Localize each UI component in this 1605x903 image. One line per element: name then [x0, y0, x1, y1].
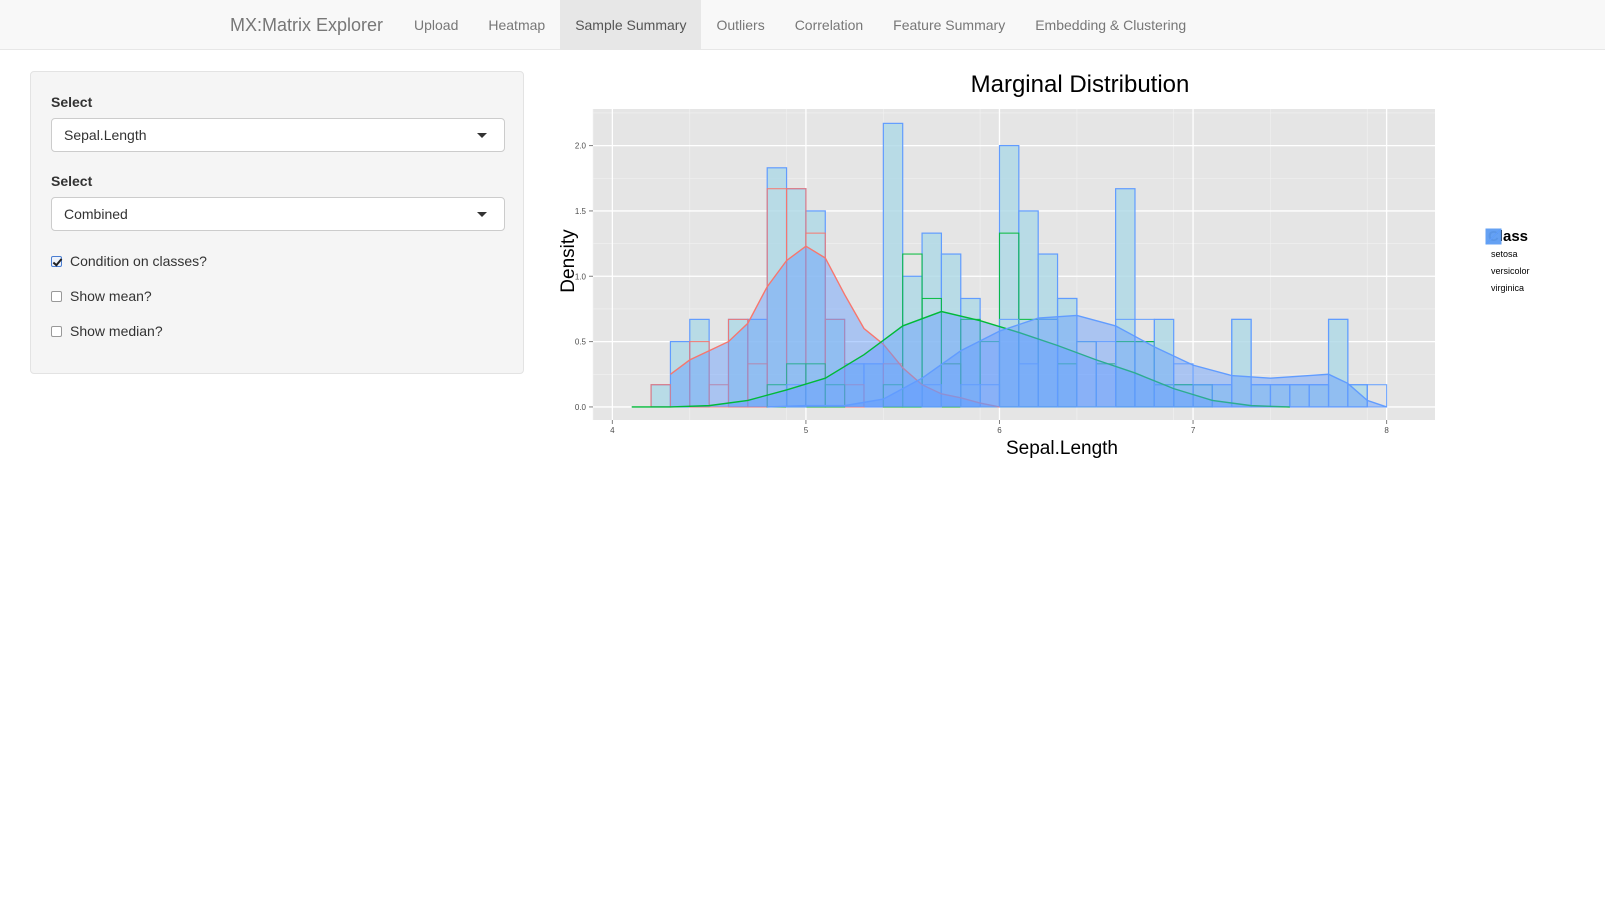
- tab-correlation[interactable]: Correlation: [794, 17, 864, 33]
- mode-select[interactable]: Combined: [51, 197, 505, 231]
- tab-heatmap[interactable]: Heatmap: [488, 17, 546, 33]
- class-histogram-bar-virginica: [1134, 318, 1155, 408]
- show-mean-checkbox[interactable]: Show mean?: [51, 287, 152, 305]
- class-histogram-bar-virginica: [921, 384, 942, 408]
- histogram-bar: [650, 384, 672, 408]
- class-histogram-bar-virginica: [786, 384, 807, 408]
- x-tick-label: 6: [997, 426, 1002, 435]
- tab-sample-summary[interactable]: Sample Summary: [560, 0, 702, 50]
- tab-embedding-clustering[interactable]: Embedding & Clustering: [1035, 17, 1187, 33]
- class-histogram-bar-versicolor: [824, 384, 846, 408]
- y-axis-label: Density: [558, 229, 579, 293]
- marginal-distribution-plot: Marginal Distribution 4 5 6 7 8 0.0 0.5 1.0 1.5 2…: [540, 60, 1565, 480]
- mode-select-label: Select: [51, 173, 93, 189]
- legend-item-virginica: virginica: [1485, 228, 1565, 296]
- app-brand[interactable]: MX:Matrix Explorer: [230, 15, 384, 35]
- legend-label-versicolor: versicolor: [1491, 265, 1530, 276]
- legend-label-setosa: setosa: [1491, 248, 1518, 259]
- navbar: MX:Matrix Explorer Upload Heatmap Sample…: [0, 0, 1605, 50]
- sidebar-panel: Select Sepal.Length Select Combined Cond…: [30, 71, 524, 374]
- checkbox-label: Show mean?: [70, 288, 152, 304]
- class-histogram-bar-virginica: [1366, 384, 1388, 408]
- variable-select-value: Sepal.Length: [64, 127, 147, 143]
- x-axis-label: Sepal.Length: [1006, 438, 1118, 459]
- class-histogram-bar-setosa: [689, 341, 710, 408]
- y-tick-label: 2.0: [575, 142, 587, 151]
- y-tick-label: 0.5: [575, 338, 587, 347]
- y-tick-label: 0.0: [575, 403, 587, 412]
- density-line-versicolor: [631, 310, 1290, 408]
- checkbox-icon[interactable]: [51, 290, 62, 302]
- class-histogram-bar-setosa: [727, 318, 749, 408]
- chevron-down-icon: [477, 212, 487, 217]
- density-line-setosa: [670, 245, 1000, 408]
- checkbox-icon[interactable]: [51, 325, 62, 337]
- x-tick-label: 7: [1191, 426, 1196, 435]
- nav-tabs: Upload Heatmap Sample Summary Outliers C…: [399, 0, 1201, 50]
- chevron-down-icon: [477, 133, 487, 138]
- class-histogram-bar-virginica: [1192, 384, 1213, 408]
- mode-select-value: Combined: [64, 206, 128, 222]
- tab-outliers[interactable]: Outliers: [716, 17, 765, 33]
- checkbox-label: Show median?: [70, 323, 163, 339]
- checkbox-label: Condition on classes?: [70, 253, 207, 269]
- show-median-checkbox[interactable]: Show median?: [51, 322, 163, 340]
- tab-feature-summary[interactable]: Feature Summary: [893, 17, 1006, 33]
- tab-upload[interactable]: Upload: [414, 17, 459, 33]
- legend-item-versicolor: versicolor: [1485, 228, 1565, 279]
- variable-select-label: Select: [51, 94, 93, 110]
- checkbox-checked-icon[interactable]: [51, 255, 62, 267]
- density-line-virginica: [767, 314, 1387, 408]
- chart-title: Marginal Distribution: [970, 71, 1190, 98]
- condition-on-classes-checkbox[interactable]: Condition on classes?: [51, 252, 207, 270]
- density-area-versicolor: [631, 311, 1290, 407]
- legend-label-virginica: virginica: [1491, 282, 1525, 293]
- density-area-setosa: [670, 246, 1000, 407]
- class-histogram-bar-virginica: [1327, 318, 1349, 408]
- variable-select[interactable]: Sepal.Length: [51, 118, 505, 152]
- class-histogram-bar-virginica: [998, 318, 1020, 408]
- chart-canvas: 4 5 6 7 8 0.0 0.5 1.0 1.5 2.0: [575, 109, 1435, 435]
- y-tick-label: 1.5: [575, 207, 587, 216]
- chart-legend: Class setosa versicolor virginica: [1485, 228, 1565, 296]
- legend-item-setosa: setosa: [1485, 228, 1565, 262]
- class-histogram-bar-virginica: [1231, 318, 1252, 408]
- y-tick-label: 1.0: [575, 272, 587, 281]
- x-tick-label: 8: [1384, 426, 1389, 435]
- x-tick-label: 5: [804, 426, 809, 435]
- density-area-virginica: [767, 315, 1387, 407]
- x-tick-label: 4: [610, 426, 615, 435]
- legend-key-virginica: [1485, 228, 1502, 245]
